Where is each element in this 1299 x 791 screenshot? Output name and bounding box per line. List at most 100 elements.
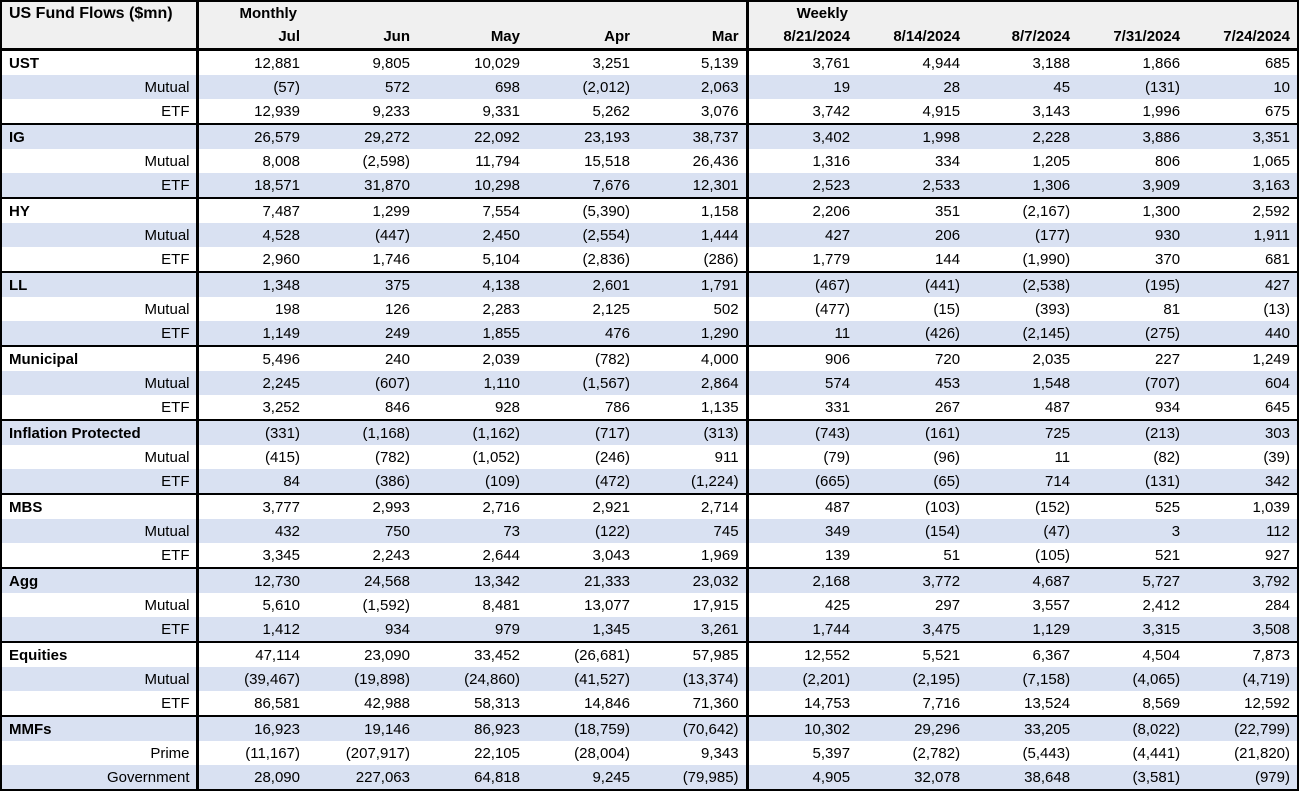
monthly-value-cell: 7,487 <box>197 197 307 223</box>
weekly-value-cell: (4,441) <box>1132 744 1181 762</box>
table-row: Mutual 5,610 (1,592) 8,481 13,077 17,915 425 29… <box>1 593 1298 617</box>
monthly-value-cell: (28,004) <box>574 744 630 762</box>
weekly-value-cell: 425 <box>825 596 851 614</box>
weekly-value-cell: 12,592 <box>1244 694 1290 712</box>
monthly-value-cell: 38,737 <box>637 123 749 149</box>
monthly-value-cell: (122) <box>527 519 637 543</box>
column-header-week-2: 8/14/2024 <box>857 24 968 51</box>
weekly-value-cell: (213) <box>1077 419 1188 445</box>
weekly-value-cell: 525 <box>1077 493 1188 519</box>
monthly-value-cell: 1,299 <box>307 197 417 223</box>
monthly-value-cell: 19,146 <box>307 715 417 741</box>
row-label-sub: Mutual <box>1 149 199 173</box>
monthly-value-cell: 2,063 <box>637 75 749 99</box>
weekly-value-cell: 685 <box>1187 48 1298 75</box>
monthly-value-cell: 9,331 <box>482 102 520 120</box>
weekly-value-cell: 681 <box>1264 250 1290 268</box>
monthly-value-cell: 12,301 <box>637 173 749 198</box>
table-row: Mutual (39,467) (19,898) (24,860) (41,527) (1… <box>1 667 1298 691</box>
row-label-category: Inflation Protected <box>1 419 199 445</box>
weekly-value-cell: 3,188 <box>967 48 1078 75</box>
monthly-value-cell: 1,444 <box>637 223 749 247</box>
monthly-value-cell: 502 <box>637 297 749 321</box>
weekly-value-cell: 33,205 <box>967 715 1078 741</box>
monthly-value-cell: 73 <box>417 519 527 543</box>
monthly-value-cell: (39,467) <box>197 667 307 691</box>
monthly-value-cell: 928 <box>494 398 520 416</box>
weekly-value-cell: (2,145) <box>967 321 1078 346</box>
row-label-sub: ETF <box>1 247 199 272</box>
weekly-value-cell: 303 <box>1187 419 1298 445</box>
monthly-value-cell: 57,985 <box>637 641 749 667</box>
table-row: Mutual 198 126 2,283 2,125 502 (477) (15) (393) 8… <box>1 297 1298 321</box>
monthly-value-cell: (782) <box>374 448 410 466</box>
monthly-value-cell: 14,846 <box>584 694 630 712</box>
monthly-value-cell: 1,110 <box>417 371 527 395</box>
table-row: MMFs 16,923 19,146 86,923 (18,759) (70,642) 10… <box>1 715 1298 741</box>
weekly-value-cell: 3,909 <box>1077 173 1188 198</box>
weekly-value-cell: 521 <box>1155 546 1181 564</box>
monthly-value-cell: 5,262 <box>592 102 630 120</box>
row-label-sub: Mutual <box>1 75 199 99</box>
weekly-value-cell: 3,557 <box>1032 596 1071 614</box>
weekly-value-cell: 7,873 <box>1187 641 1298 667</box>
weekly-value-cell: 1,911 <box>1187 223 1298 247</box>
monthly-value-cell: (2,554) <box>527 223 637 247</box>
weekly-value-cell: (275) <box>1077 321 1188 346</box>
row-label-sub: Mutual <box>1 593 199 617</box>
weekly-value-cell: 453 <box>857 371 968 395</box>
table-title: US Fund Flows ($mn) <box>1 1 199 51</box>
weekly-value-cell: 4,504 <box>1077 641 1188 667</box>
monthly-value-cell: 11,794 <box>475 152 520 170</box>
column-header-week-1: 8/21/2024 <box>747 24 858 51</box>
weekly-value-cell: (79) <box>823 448 851 466</box>
monthly-value-cell: 47,114 <box>197 641 307 667</box>
monthly-value-cell: 2,644 <box>482 546 520 564</box>
table-row: Mutual 2,245 (607) 1,110 (1,567) 2,864 574 453 1… <box>1 371 1298 395</box>
row-label-sub: ETF <box>1 469 199 494</box>
table-row: Agg 12,730 24,568 13,342 21,333 23,032 2,168 3,… <box>1 567 1298 593</box>
weekly-value-cell: 45 <box>967 75 1078 99</box>
weekly-value-cell: 1,039 <box>1187 493 1298 519</box>
weekly-value-cell: 930 <box>1077 223 1188 247</box>
weekly-value-cell: 206 <box>857 223 968 247</box>
monthly-value-cell: (19,898) <box>307 667 417 691</box>
weekly-value-cell: 3,772 <box>857 567 968 593</box>
monthly-value-cell: 31,870 <box>307 173 417 198</box>
monthly-value-cell: (11,167) <box>245 744 300 762</box>
monthly-value-cell: 2,243 <box>372 546 410 564</box>
weekly-value-cell: 4,944 <box>857 48 968 75</box>
weekly-value-cell: (22,799) <box>1187 715 1298 741</box>
row-label-category: IG <box>1 123 199 149</box>
weekly-value-cell: 3,742 <box>812 102 851 120</box>
weekly-value-cell: 370 <box>1155 250 1181 268</box>
weekly-value-cell: 267 <box>935 398 961 416</box>
monthly-value-cell: 2,125 <box>592 300 630 318</box>
weekly-value-cell: 1,866 <box>1077 48 1188 75</box>
monthly-value-cell: 84 <box>197 469 307 494</box>
monthly-value-cell: (109) <box>417 469 527 494</box>
table-row: ETF 3,252 846 928 786 1,135 331 267 487 934 645 <box>1 395 1298 420</box>
weekly-value-cell: (467) <box>747 271 858 297</box>
weekly-value-cell: (177) <box>967 223 1078 247</box>
monthly-value-cell: (1,162) <box>417 419 527 445</box>
row-label-sub: Mutual <box>1 297 199 321</box>
monthly-value-cell: 24,568 <box>307 567 417 593</box>
monthly-value-cell: 86,923 <box>417 715 527 741</box>
monthly-value-cell: 22,105 <box>474 744 520 762</box>
monthly-value-cell: 26,579 <box>197 123 307 149</box>
weekly-value-cell: 2,592 <box>1187 197 1298 223</box>
monthly-value-cell: 3,261 <box>637 617 749 642</box>
table-row: Prime (11,167) (207,917) 22,105 (28,004) 9,34… <box>1 741 1298 765</box>
weekly-value-cell: (96) <box>933 448 961 466</box>
weekly-value-cell: (8,022) <box>1077 715 1188 741</box>
weekly-value-cell: (2,201) <box>747 667 858 691</box>
monthly-value-cell: (717) <box>527 419 637 445</box>
row-label-sub: Mutual <box>1 445 199 469</box>
weekly-value-cell: 14,753 <box>804 694 851 712</box>
monthly-value-cell: 22,092 <box>417 123 527 149</box>
monthly-value-cell: 29,272 <box>307 123 417 149</box>
monthly-value-cell: (2,598) <box>362 152 410 170</box>
monthly-value-cell: (207,917) <box>345 744 410 762</box>
monthly-value-cell: 2,283 <box>482 300 520 318</box>
